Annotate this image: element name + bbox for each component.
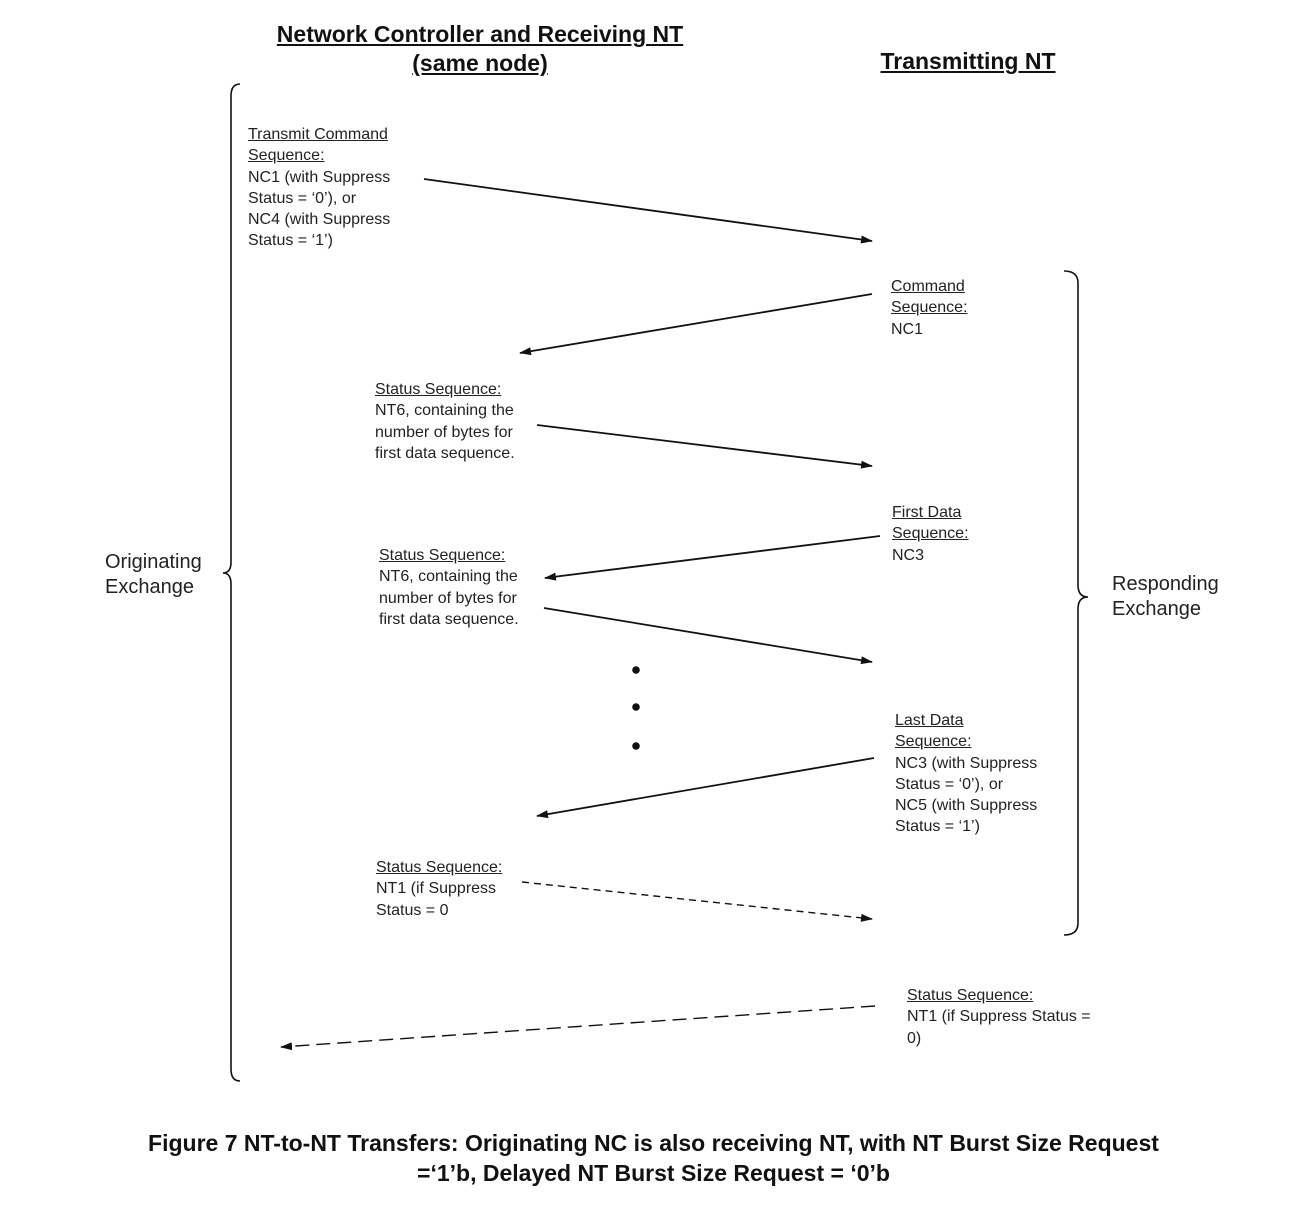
arrow-command-sequence [519, 293, 873, 356]
left-brace [222, 83, 241, 1082]
caption-line2: =‘1’b, Delayed NT Burst Size Request = ‘… [417, 1160, 890, 1186]
first-data-sequence-label: First Data Sequence: NC3 [892, 504, 969, 564]
right-brace [1063, 270, 1089, 936]
arrow-first-data [544, 535, 881, 581]
status-sequence-label-2: Status Sequence: NT6, containing the num… [379, 547, 519, 628]
status-sequence-label-3: Status Sequence: NT1 (if Suppress Status… [376, 859, 503, 919]
last-data-sequence-label: Last Data Sequence: NC3 (with Suppress S… [895, 712, 1038, 836]
ellipsis-dot-1 [632, 666, 640, 674]
left-header-line2: (same node) [412, 50, 548, 76]
left-header-line1: Network Controller and Receiving NT [276, 21, 684, 47]
status-sequence-label-1: Status Sequence: NT6, containing the num… [375, 381, 515, 462]
arrow-status-sequence-4 [280, 1005, 876, 1051]
arrow-status-sequence-1 [536, 424, 873, 469]
status-sequence-label-4: Status Sequence: NT1 (if Suppress Status… [907, 987, 1091, 1047]
arrow-transmit-command [423, 178, 873, 244]
figure-caption: Figure 7 NT-to-NT Transfers: Originating… [0, 1128, 1307, 1188]
arrow-status-sequence-2 [543, 607, 873, 665]
ellipsis-dot-3 [632, 742, 640, 750]
command-sequence-label: Command Sequence: NC1 [891, 278, 968, 338]
transmit-command-label: Transmit Command Sequence: NC1 (with Sup… [248, 126, 391, 250]
responding-exchange-label: Responding Exchange [1112, 573, 1219, 620]
right-column-header: Transmitting NT [880, 48, 1056, 74]
arrow-last-data [536, 757, 875, 819]
arrow-status-sequence-3 [521, 881, 873, 922]
caption-line1: Figure 7 NT-to-NT Transfers: Originating… [148, 1130, 1159, 1156]
ellipsis-dot-2 [632, 703, 640, 711]
originating-exchange-label: Originating Exchange [105, 551, 202, 598]
left-column-header: Network Controller and Receiving NT (sam… [240, 20, 720, 78]
